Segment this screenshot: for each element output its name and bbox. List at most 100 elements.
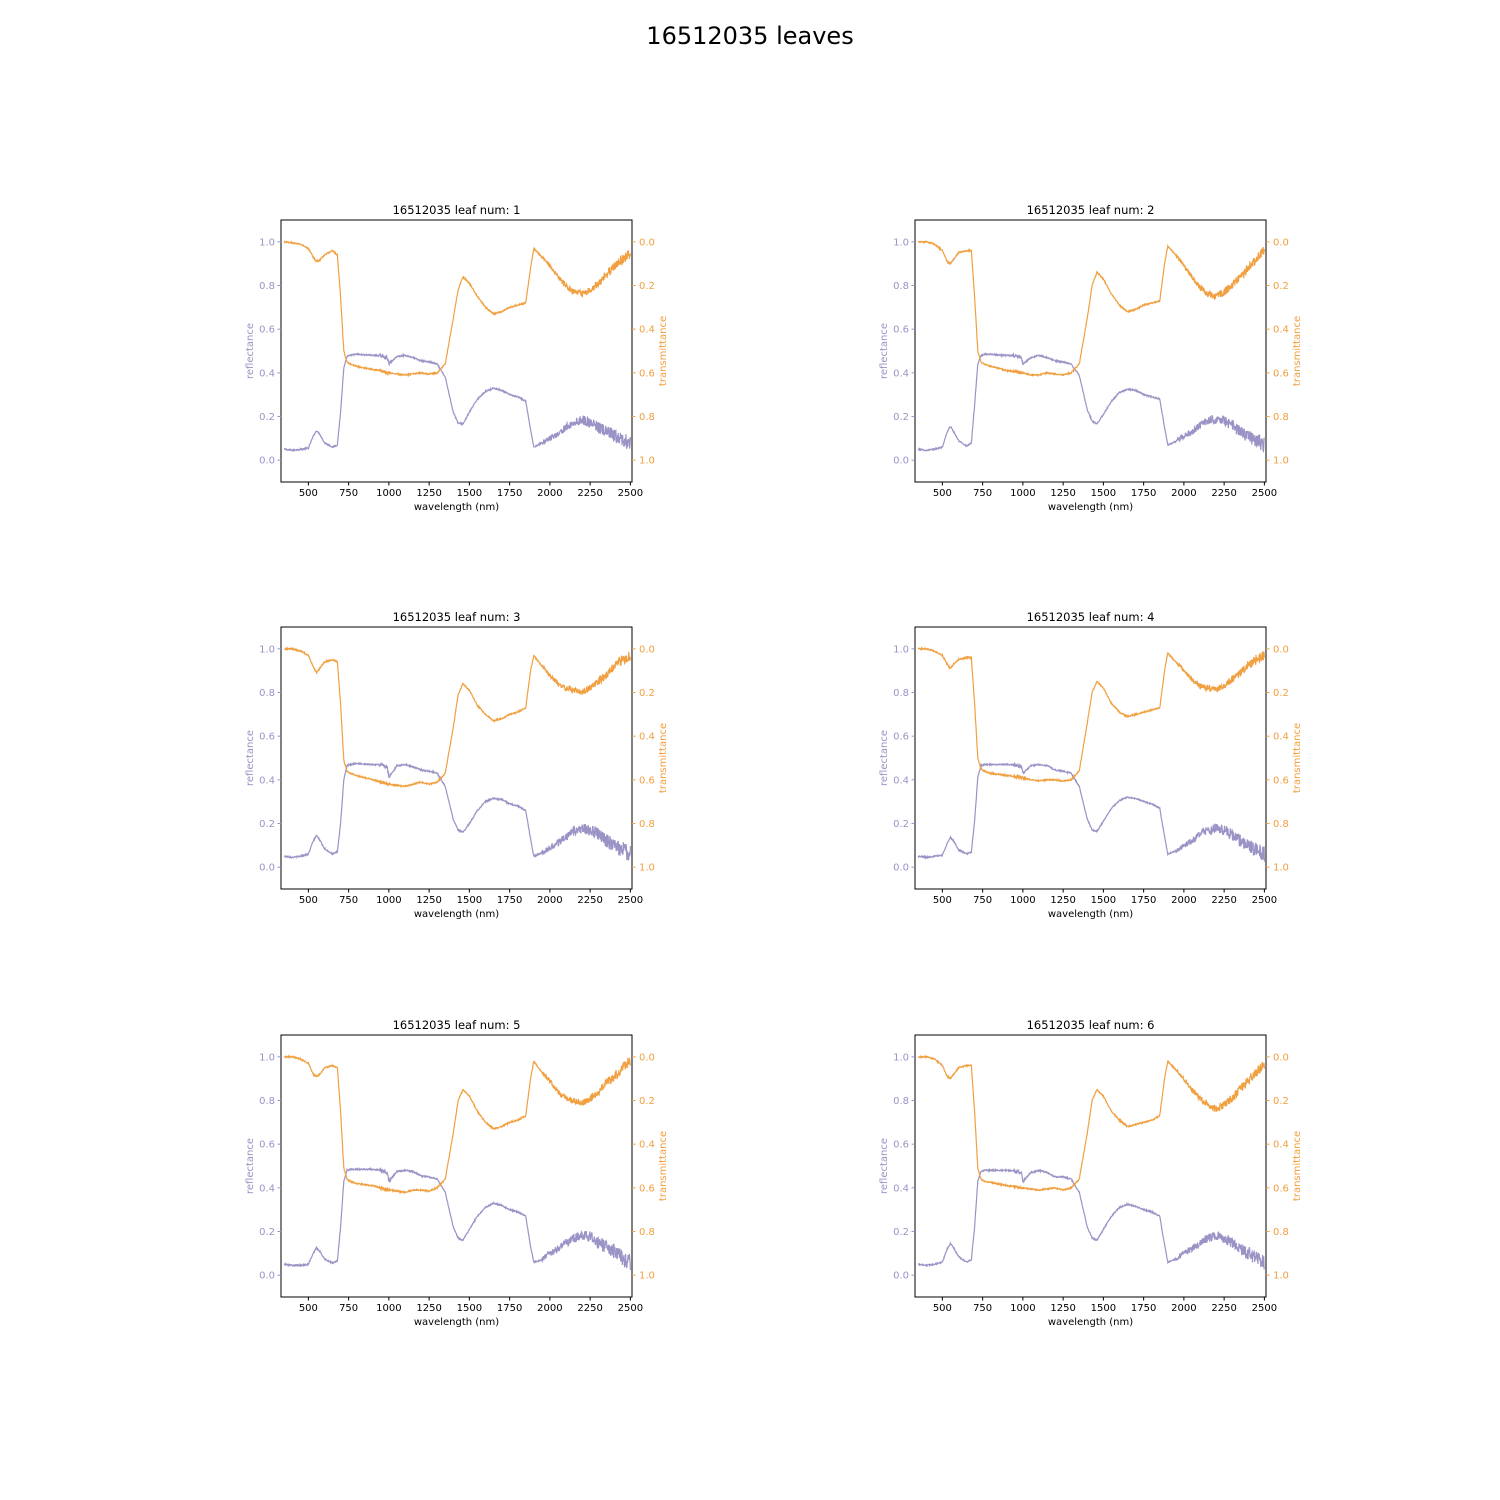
- x-tick-label: 500: [933, 895, 952, 906]
- y-axis-label-right: transmittance: [1292, 723, 1303, 793]
- y-tick-label-right: 0.2: [1273, 688, 1289, 699]
- x-tick-label: 1500: [1091, 488, 1116, 499]
- y-tick-label-left: 0.0: [893, 456, 909, 467]
- y-tick-label-left: 1.0: [893, 1052, 909, 1063]
- x-tick-label: 2250: [1211, 895, 1236, 906]
- y-tick-label-right: 0.8: [1273, 1227, 1289, 1238]
- x-tick-label: 1000: [376, 895, 401, 906]
- series-line-reflectance: [917, 351, 1265, 453]
- x-axis-label: wavelength (nm): [414, 1317, 499, 1328]
- series-line-reflectance: [917, 761, 1265, 862]
- x-tick-label: 1500: [1091, 895, 1116, 906]
- y-tick-label-right: 0.2: [1273, 1096, 1289, 1107]
- y-tick-label-left: 0.8: [259, 281, 275, 292]
- x-tick-label: 1000: [1010, 1303, 1035, 1314]
- y-tick-label-left: 0.8: [893, 281, 909, 292]
- y-axis-label-right: transmittance: [1292, 1131, 1303, 1201]
- series-line-reflectance: [283, 761, 631, 861]
- subplot-4: 16512035 leaf num: 4 500 750 1000 1250 1500 17…: [879, 610, 1303, 920]
- subplot-6: 16512035 leaf num: 6 500 750 1000 1250 1500 17…: [879, 1018, 1303, 1328]
- y-tick-label-left: 0.4: [893, 1183, 909, 1194]
- series-line-reflectance: [283, 352, 631, 453]
- x-tick-label: 1500: [1091, 1303, 1116, 1314]
- x-tick-label: 2250: [577, 895, 602, 906]
- y-tick-label-left: 0.2: [893, 819, 909, 830]
- y-tick-label-left: 1.0: [259, 644, 275, 655]
- x-tick-label: 1750: [497, 1303, 522, 1314]
- x-tick-label: 1000: [376, 1303, 401, 1314]
- axes-frame: [914, 219, 1267, 483]
- y-axis-label-left: reflectance: [879, 1138, 890, 1194]
- y-tick-label-left: 0.4: [259, 368, 275, 379]
- series-line-transmittance: [918, 1054, 1265, 1192]
- x-tick-label: 2500: [1252, 488, 1277, 499]
- x-tick-label: 1500: [457, 895, 482, 906]
- y-tick-label-left: 0.8: [893, 688, 909, 699]
- x-tick-label: 2500: [618, 488, 643, 499]
- x-tick-label: 1250: [1050, 1303, 1075, 1314]
- y-tick-label-right: 0.8: [639, 819, 655, 830]
- x-tick-label: 500: [299, 488, 318, 499]
- subplot-1: 16512035 leaf num: 1 500 750 1000 1250 1500 17…: [245, 203, 669, 513]
- x-tick-label: 1250: [1050, 488, 1075, 499]
- y-tick-label-right: 1.0: [639, 1271, 655, 1282]
- axes-frame: [280, 1034, 633, 1298]
- x-tick-label: 1000: [1010, 895, 1035, 906]
- y-axis-label-left: reflectance: [245, 730, 256, 786]
- y-tick-label-left: 0.0: [259, 1271, 275, 1282]
- subplot-title: 16512035 leaf num: 3: [393, 610, 521, 624]
- y-axis-label-right: transmittance: [658, 1131, 669, 1201]
- x-tick-label: 1750: [1131, 488, 1156, 499]
- y-tick-label-left: 0.4: [259, 775, 275, 786]
- x-tick-label: 2250: [1211, 1303, 1236, 1314]
- series-line-transmittance: [283, 240, 631, 378]
- series-line-transmittance: [917, 646, 1265, 783]
- axes-frame: [914, 1034, 1267, 1298]
- y-tick-label-left: 0.4: [259, 1183, 275, 1194]
- y-tick-label-left: 0.2: [893, 412, 909, 423]
- y-tick-label-right: 0.0: [639, 644, 655, 655]
- x-tick-label: 2000: [537, 488, 562, 499]
- y-tick-label-left: 1.0: [893, 237, 909, 248]
- series-line-transmittance: [283, 1054, 631, 1195]
- x-tick-label: 750: [339, 1303, 358, 1314]
- y-tick-label-right: 0.0: [1273, 237, 1289, 248]
- figure-title: 16512035 leaves: [646, 22, 854, 50]
- subplot-title: 16512035 leaf num: 4: [1027, 610, 1155, 624]
- x-tick-label: 2250: [577, 1303, 602, 1314]
- y-tick-label-right: 0.4: [1273, 325, 1289, 336]
- x-tick-label: 1250: [416, 488, 441, 499]
- y-tick-label-right: 0.6: [1273, 1183, 1289, 1194]
- subplot-3: 16512035 leaf num: 3 500 750 1000 1250 1500 17…: [245, 610, 669, 920]
- x-tick-label: 1750: [1131, 1303, 1156, 1314]
- y-axis-label-right: transmittance: [1292, 316, 1303, 386]
- x-tick-label: 1750: [497, 895, 522, 906]
- axes-frame: [280, 626, 633, 890]
- y-tick-label-right: 1.0: [1273, 863, 1289, 874]
- subplot-title: 16512035 leaf num: 6: [1027, 1018, 1155, 1032]
- x-tick-label: 1750: [497, 488, 522, 499]
- y-tick-label-right: 0.2: [1273, 281, 1289, 292]
- y-tick-label-left: 0.2: [259, 819, 275, 830]
- y-tick-label-left: 1.0: [259, 1052, 275, 1063]
- y-axis-label-right: transmittance: [658, 316, 669, 386]
- y-tick-label-left: 0.4: [893, 368, 909, 379]
- subplot-title: 16512035 leaf num: 1: [393, 203, 521, 217]
- x-tick-label: 2500: [618, 1303, 643, 1314]
- x-axis-label: wavelength (nm): [1048, 909, 1133, 920]
- y-tick-label-right: 0.8: [1273, 819, 1289, 830]
- x-tick-label: 1250: [1050, 895, 1075, 906]
- y-tick-label-left: 1.0: [259, 237, 275, 248]
- x-tick-label: 2500: [1252, 1303, 1277, 1314]
- y-tick-label-right: 0.4: [639, 1140, 655, 1151]
- y-axis-label-left: reflectance: [879, 730, 890, 786]
- series-line-reflectance: [917, 1167, 1265, 1270]
- y-tick-label-left: 0.6: [893, 732, 909, 743]
- y-axis-label-right: transmittance: [658, 723, 669, 793]
- y-tick-label-left: 0.8: [259, 1096, 275, 1107]
- y-tick-label-right: 0.0: [639, 237, 655, 248]
- x-tick-label: 2500: [618, 895, 643, 906]
- y-tick-label-right: 0.6: [639, 775, 655, 786]
- y-tick-label-right: 0.0: [639, 1052, 655, 1063]
- x-tick-label: 500: [933, 488, 952, 499]
